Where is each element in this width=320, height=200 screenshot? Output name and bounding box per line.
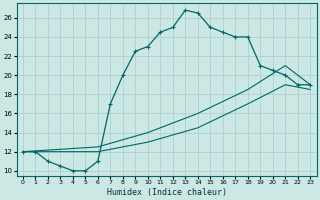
X-axis label: Humidex (Indice chaleur): Humidex (Indice chaleur) [107,188,227,197]
